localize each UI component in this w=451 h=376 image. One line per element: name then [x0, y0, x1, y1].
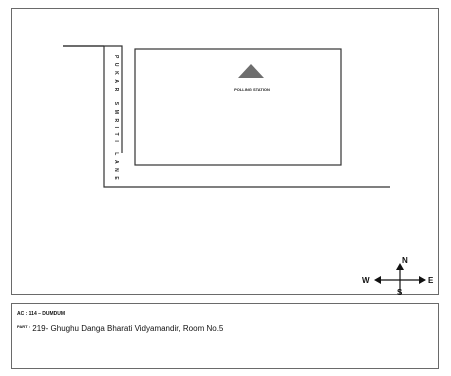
compass-east-label: E — [428, 276, 434, 285]
compass-north-arrowhead — [396, 263, 404, 270]
polling-station-building — [134, 48, 342, 166]
compass-north-label: N — [402, 256, 408, 265]
compass-rose: N S E W — [362, 256, 434, 296]
part-description: 219- Ghughu Danga Bharati Vidyamandir, R… — [32, 324, 224, 333]
assembly-constituency-line: AC : 114 – DUMDUM — [17, 311, 66, 317]
compass-west-arrowhead — [374, 276, 381, 284]
road-name-label: PUKAR SMRITI LANE — [113, 55, 119, 184]
polling-station-marker — [238, 64, 264, 78]
map-panel: POLLING STATION PUKAR SMRITI LANE N S E … — [11, 8, 439, 296]
road-line-lower — [103, 46, 390, 188]
polling-station-label: POLLING STATION — [234, 87, 270, 92]
part-line: PART : 219- Ghughu Danga Bharati Vidyama… — [17, 324, 223, 333]
compass-west-label: W — [362, 276, 370, 285]
route-map: POLLING STATION PUKAR SMRITI LANE N S E … — [63, 45, 434, 296]
compass-east-arrowhead — [419, 276, 426, 284]
part-label: PART : — [17, 324, 31, 329]
compass-south-label: S — [397, 288, 403, 296]
info-panel: AC : 114 – DUMDUM PART : 219- Ghughu Dan… — [11, 303, 439, 369]
